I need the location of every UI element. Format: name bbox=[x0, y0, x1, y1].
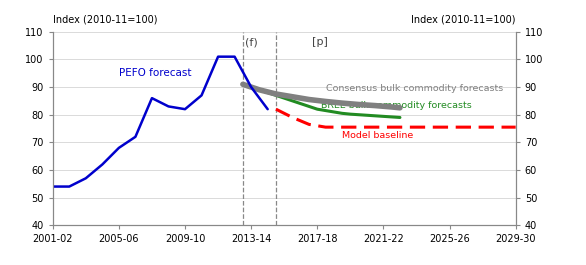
Text: (f): (f) bbox=[246, 37, 258, 47]
Text: BREE bulk commodity forecasts: BREE bulk commodity forecasts bbox=[321, 101, 471, 110]
Text: [p]: [p] bbox=[312, 37, 328, 47]
Text: Index (2010-11=100): Index (2010-11=100) bbox=[411, 14, 516, 24]
Text: Consensus bulk commodity forecasts: Consensus bulk commodity forecasts bbox=[326, 84, 503, 93]
Text: Model baseline: Model baseline bbox=[342, 131, 413, 140]
Text: PEFO forecast: PEFO forecast bbox=[119, 68, 192, 78]
Text: Index (2010-11=100): Index (2010-11=100) bbox=[53, 14, 157, 24]
